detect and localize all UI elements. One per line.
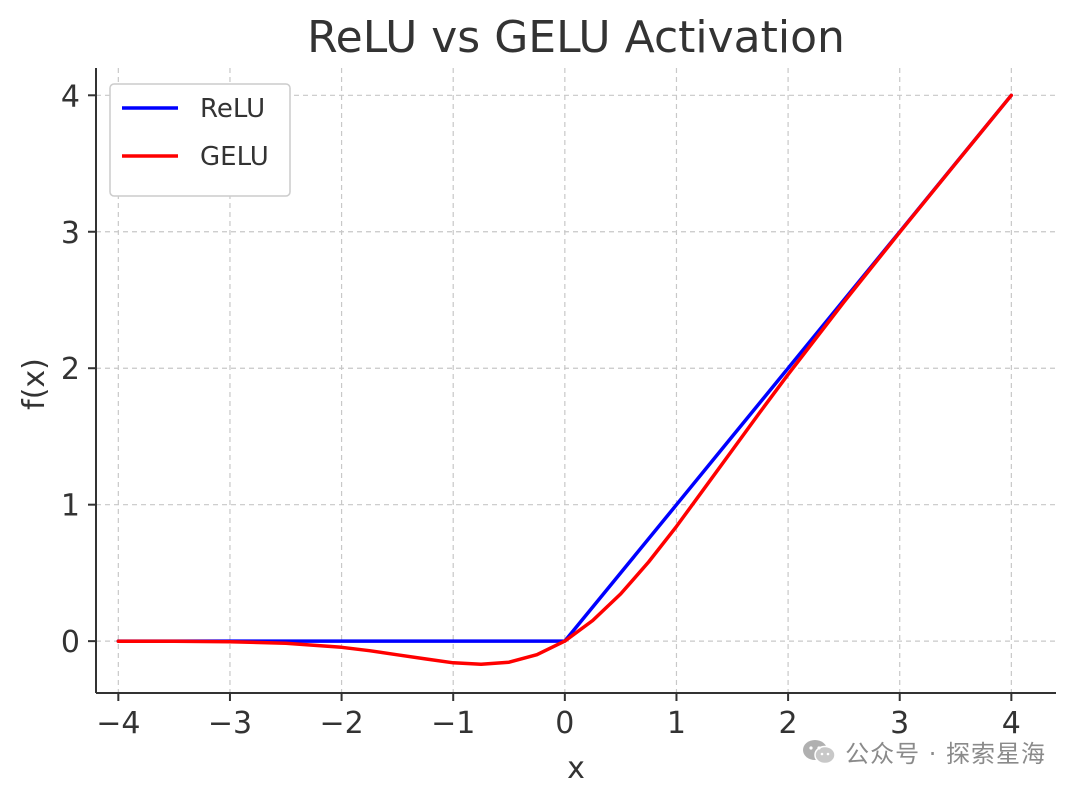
gelu-line — [116, 93, 1014, 667]
x-tick-label: −3 — [208, 706, 252, 741]
legend: ReLU GELU — [109, 83, 291, 197]
y-tick-label: 3 — [61, 216, 80, 251]
watermark-text: 公众号 · 探索星海 — [845, 740, 1046, 768]
legend-label-gelu: GELU — [200, 142, 269, 172]
y-tick-label: 0 — [61, 625, 80, 660]
wechat-icon — [803, 739, 836, 764]
x-axis-label: x — [567, 751, 585, 786]
watermark: 公众号 · 探索星海 — [801, 734, 1046, 769]
x-tick-label: −4 — [96, 706, 140, 741]
x-tick-label: −2 — [319, 706, 363, 741]
x-tick-label: 1 — [667, 706, 686, 741]
chart-title: ReLU vs GELU Activation — [307, 12, 845, 63]
x-tick-label: 2 — [779, 706, 798, 741]
y-axis-label: f(x) — [17, 358, 52, 410]
y-tick-label: 2 — [61, 352, 80, 387]
legend-label-relu: ReLU — [200, 94, 265, 124]
grid — [96, 68, 1056, 693]
series-layer — [116, 93, 1014, 667]
y-tick-label: 4 — [61, 79, 80, 114]
x-tick-label: 3 — [890, 706, 909, 741]
legend-box — [109, 83, 291, 197]
x-tick-label: −1 — [431, 706, 475, 741]
x-tick-label: 0 — [555, 706, 574, 741]
x-tick-label: 4 — [1002, 706, 1021, 741]
y-tick-label: 1 — [61, 489, 80, 524]
axes: −4 −3 −2 −1 0 1 2 3 4 0 1 2 3 4 — [61, 68, 1056, 741]
